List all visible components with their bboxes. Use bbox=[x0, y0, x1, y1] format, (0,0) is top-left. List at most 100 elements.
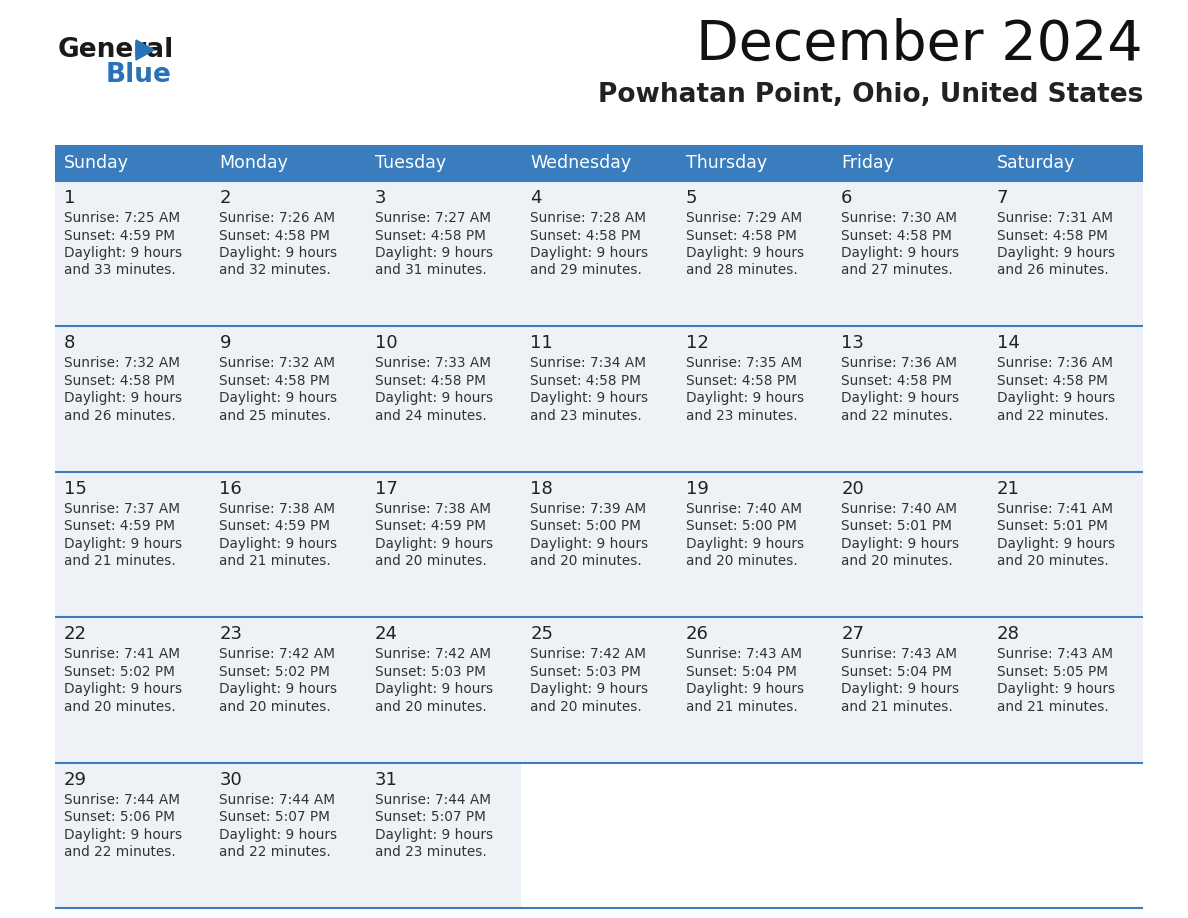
Text: Sunrise: 7:31 AM: Sunrise: 7:31 AM bbox=[997, 211, 1113, 225]
Text: and 27 minutes.: and 27 minutes. bbox=[841, 263, 953, 277]
Text: Daylight: 9 hours: Daylight: 9 hours bbox=[997, 682, 1114, 696]
Text: Sunrise: 7:42 AM: Sunrise: 7:42 AM bbox=[220, 647, 335, 661]
Bar bbox=[55, 327, 210, 472]
Text: Sunset: 4:58 PM: Sunset: 4:58 PM bbox=[64, 374, 175, 388]
Text: and 22 minutes.: and 22 minutes. bbox=[841, 409, 953, 423]
Bar bbox=[832, 617, 987, 763]
Text: and 24 minutes.: and 24 minutes. bbox=[375, 409, 487, 423]
Text: General: General bbox=[58, 37, 175, 63]
Text: Sunset: 5:07 PM: Sunset: 5:07 PM bbox=[220, 810, 330, 824]
Text: Sunset: 5:02 PM: Sunset: 5:02 PM bbox=[220, 665, 330, 678]
Text: Sunrise: 7:38 AM: Sunrise: 7:38 AM bbox=[220, 502, 335, 516]
Text: 9: 9 bbox=[220, 334, 230, 353]
Text: Sunset: 5:01 PM: Sunset: 5:01 PM bbox=[997, 520, 1107, 533]
Text: Daylight: 9 hours: Daylight: 9 hours bbox=[685, 246, 804, 260]
Text: Sunset: 4:58 PM: Sunset: 4:58 PM bbox=[997, 229, 1107, 242]
Text: Sunrise: 7:39 AM: Sunrise: 7:39 AM bbox=[530, 502, 646, 516]
Bar bbox=[832, 763, 987, 908]
Text: Powhatan Point, Ohio, United States: Powhatan Point, Ohio, United States bbox=[598, 82, 1143, 108]
Text: 3: 3 bbox=[375, 189, 386, 207]
Text: and 20 minutes.: and 20 minutes. bbox=[530, 700, 642, 713]
Text: Daylight: 9 hours: Daylight: 9 hours bbox=[841, 391, 959, 406]
Text: Sunrise: 7:44 AM: Sunrise: 7:44 AM bbox=[375, 792, 491, 807]
Text: Daylight: 9 hours: Daylight: 9 hours bbox=[530, 246, 649, 260]
Text: and 20 minutes.: and 20 minutes. bbox=[685, 554, 797, 568]
Text: and 21 minutes.: and 21 minutes. bbox=[220, 554, 331, 568]
Bar bbox=[832, 327, 987, 472]
Text: Sunrise: 7:43 AM: Sunrise: 7:43 AM bbox=[685, 647, 802, 661]
Text: 16: 16 bbox=[220, 480, 242, 498]
Text: 18: 18 bbox=[530, 480, 554, 498]
Text: and 20 minutes.: and 20 minutes. bbox=[220, 700, 331, 713]
Text: and 26 minutes.: and 26 minutes. bbox=[64, 409, 176, 423]
Bar bbox=[832, 145, 987, 181]
Text: and 20 minutes.: and 20 minutes. bbox=[375, 700, 487, 713]
Text: Sunset: 5:06 PM: Sunset: 5:06 PM bbox=[64, 810, 175, 824]
Text: 21: 21 bbox=[997, 480, 1019, 498]
Text: 1: 1 bbox=[64, 189, 75, 207]
Text: Sunrise: 7:43 AM: Sunrise: 7:43 AM bbox=[841, 647, 958, 661]
Text: Sunrise: 7:42 AM: Sunrise: 7:42 AM bbox=[530, 647, 646, 661]
Text: Daylight: 9 hours: Daylight: 9 hours bbox=[375, 391, 493, 406]
Text: Daylight: 9 hours: Daylight: 9 hours bbox=[530, 537, 649, 551]
Bar bbox=[55, 763, 210, 908]
Text: Daylight: 9 hours: Daylight: 9 hours bbox=[64, 537, 182, 551]
Bar bbox=[522, 472, 677, 617]
Text: Sunrise: 7:36 AM: Sunrise: 7:36 AM bbox=[841, 356, 958, 370]
Text: Sunrise: 7:43 AM: Sunrise: 7:43 AM bbox=[997, 647, 1113, 661]
Text: Sunset: 5:05 PM: Sunset: 5:05 PM bbox=[997, 665, 1107, 678]
Text: and 22 minutes.: and 22 minutes. bbox=[220, 845, 331, 859]
Text: and 33 minutes.: and 33 minutes. bbox=[64, 263, 176, 277]
Text: Friday: Friday bbox=[841, 154, 895, 172]
Text: Sunset: 5:01 PM: Sunset: 5:01 PM bbox=[841, 520, 952, 533]
Bar bbox=[210, 617, 366, 763]
Bar bbox=[366, 617, 522, 763]
Text: 12: 12 bbox=[685, 334, 708, 353]
Text: 30: 30 bbox=[220, 770, 242, 789]
Text: Sunset: 4:59 PM: Sunset: 4:59 PM bbox=[220, 520, 330, 533]
Bar bbox=[366, 763, 522, 908]
Text: Sunrise: 7:29 AM: Sunrise: 7:29 AM bbox=[685, 211, 802, 225]
Text: Sunset: 5:03 PM: Sunset: 5:03 PM bbox=[375, 665, 486, 678]
Bar bbox=[522, 181, 677, 327]
Bar bbox=[366, 181, 522, 327]
Text: Sunrise: 7:35 AM: Sunrise: 7:35 AM bbox=[685, 356, 802, 370]
Text: Wednesday: Wednesday bbox=[530, 154, 631, 172]
Text: Saturday: Saturday bbox=[997, 154, 1075, 172]
Text: Sunrise: 7:44 AM: Sunrise: 7:44 AM bbox=[220, 792, 335, 807]
Text: Sunset: 5:03 PM: Sunset: 5:03 PM bbox=[530, 665, 642, 678]
Text: Daylight: 9 hours: Daylight: 9 hours bbox=[375, 682, 493, 696]
Bar bbox=[522, 763, 677, 908]
Bar bbox=[55, 181, 210, 327]
Text: 25: 25 bbox=[530, 625, 554, 644]
Text: Sunrise: 7:30 AM: Sunrise: 7:30 AM bbox=[841, 211, 958, 225]
Text: Sunset: 5:02 PM: Sunset: 5:02 PM bbox=[64, 665, 175, 678]
Text: Sunset: 4:59 PM: Sunset: 4:59 PM bbox=[64, 229, 175, 242]
Bar bbox=[987, 763, 1143, 908]
Text: Daylight: 9 hours: Daylight: 9 hours bbox=[375, 537, 493, 551]
Text: 14: 14 bbox=[997, 334, 1019, 353]
Text: Sunset: 4:58 PM: Sunset: 4:58 PM bbox=[685, 229, 797, 242]
Text: Sunrise: 7:41 AM: Sunrise: 7:41 AM bbox=[997, 502, 1113, 516]
Text: and 29 minutes.: and 29 minutes. bbox=[530, 263, 643, 277]
Text: 28: 28 bbox=[997, 625, 1019, 644]
Bar bbox=[987, 472, 1143, 617]
Bar bbox=[677, 327, 832, 472]
Text: 4: 4 bbox=[530, 189, 542, 207]
Text: Sunrise: 7:34 AM: Sunrise: 7:34 AM bbox=[530, 356, 646, 370]
Bar bbox=[522, 617, 677, 763]
Bar bbox=[987, 181, 1143, 327]
Text: and 20 minutes.: and 20 minutes. bbox=[375, 554, 487, 568]
Text: Sunset: 4:58 PM: Sunset: 4:58 PM bbox=[375, 374, 486, 388]
Text: 31: 31 bbox=[375, 770, 398, 789]
Text: Sunset: 5:07 PM: Sunset: 5:07 PM bbox=[375, 810, 486, 824]
Text: and 26 minutes.: and 26 minutes. bbox=[997, 263, 1108, 277]
Text: 10: 10 bbox=[375, 334, 398, 353]
Text: Daylight: 9 hours: Daylight: 9 hours bbox=[64, 246, 182, 260]
Text: Sunset: 4:59 PM: Sunset: 4:59 PM bbox=[375, 520, 486, 533]
Text: 23: 23 bbox=[220, 625, 242, 644]
Bar bbox=[522, 145, 677, 181]
Text: Sunrise: 7:41 AM: Sunrise: 7:41 AM bbox=[64, 647, 181, 661]
Text: Daylight: 9 hours: Daylight: 9 hours bbox=[375, 246, 493, 260]
Text: 29: 29 bbox=[64, 770, 87, 789]
